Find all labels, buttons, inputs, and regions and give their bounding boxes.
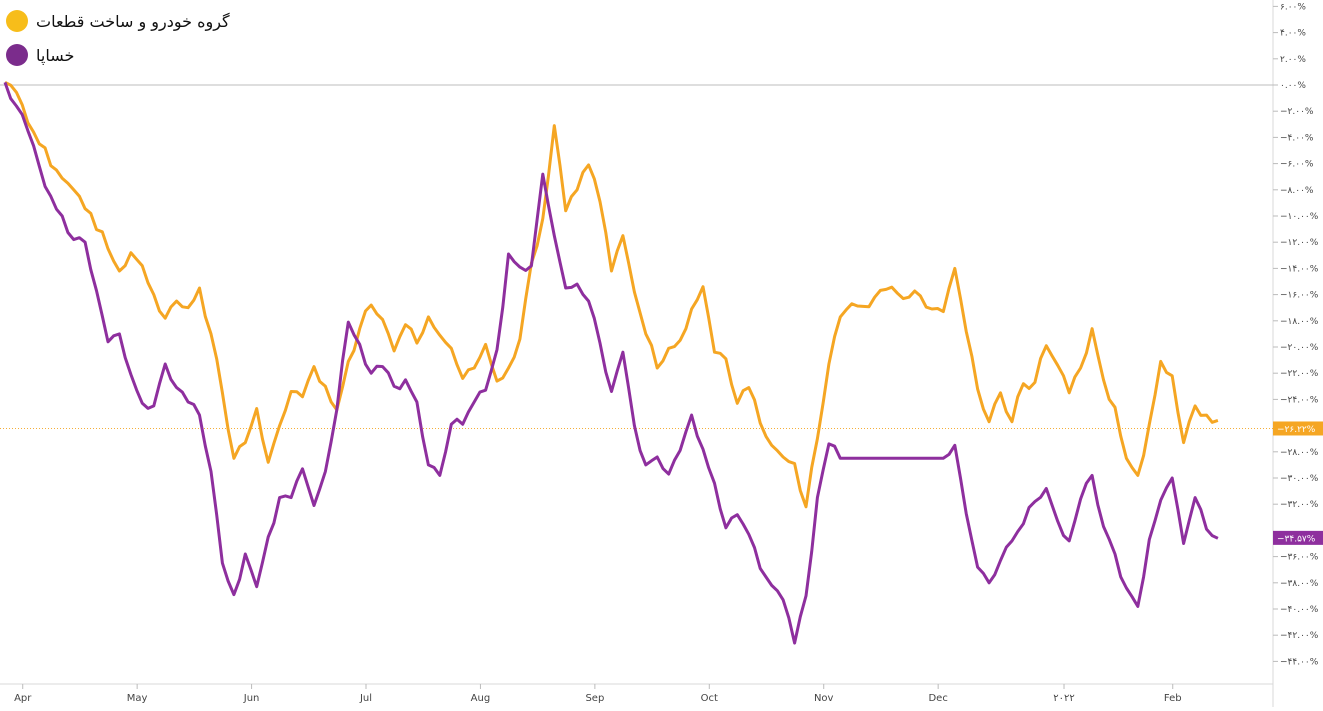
last-value-label-2: −۳۴.۵۷% — [1277, 534, 1316, 544]
legend-label-group: گروه خودرو و ساخت قطعات — [36, 11, 230, 31]
x-tick-label: Oct — [701, 693, 718, 704]
x-tick-label: Nov — [814, 693, 834, 704]
legend-item-group[interactable]: گروه خودرو و ساخت قطعات — [6, 4, 230, 38]
x-tick-label: ۲۰۲۲ — [1053, 693, 1074, 704]
x-tick-label: Apr — [14, 693, 32, 704]
y-tick-label: −۴۴.۰۰% — [1280, 657, 1319, 667]
y-tick-label: −۳۸.۰۰% — [1280, 579, 1319, 589]
x-tick-label: Sep — [585, 693, 604, 704]
y-tick-label: ۲.۰۰% — [1280, 55, 1306, 65]
y-tick-label: −۱۶.۰۰% — [1280, 291, 1319, 301]
last-value-tag-1 — [1273, 421, 1323, 436]
last-value-label-1: −۲۶.۲۲% — [1277, 425, 1316, 435]
y-tick-label: −۲۴.۰۰% — [1280, 395, 1319, 405]
y-tick-label: −۶.۰۰% — [1280, 160, 1314, 170]
y-tick-label: −۴.۰۰% — [1280, 133, 1314, 143]
series-line-1 — [4, 81, 1219, 509]
x-axis-ticks: Apr May Jun Jul Aug Sep Oct Nov Dec ۲۰۲۲ Feb — [14, 684, 1182, 704]
y-tick-label: −۴۲.۰۰% — [1280, 631, 1319, 641]
y-tick-label: −۳۰.۰۰% — [1280, 474, 1319, 484]
y-tick-label: −۱۰.۰۰% — [1280, 212, 1319, 222]
y-axis-ticks: ۶.۰۰% ۴.۰۰% ۲.۰۰% ۰.۰۰% −۲.۰۰% −۴.۰۰% −۶.۰۰% −۸… — [1273, 2, 1319, 667]
y-tick-label: ۴.۰۰% — [1280, 29, 1306, 39]
y-tick-label: −۲۲.۰۰% — [1280, 369, 1319, 379]
legend: گروه خودرو و ساخت قطعات خساپا — [6, 4, 230, 72]
y-tick-label: −۸.۰۰% — [1280, 186, 1314, 196]
y-tick-label: ۰.۰۰% — [1280, 81, 1306, 91]
legend-label-khsapa: خساپا — [36, 45, 75, 65]
last-value-tag-2 — [1273, 530, 1323, 545]
y-tick-label: −۲.۰۰% — [1280, 107, 1314, 117]
last-value-tags: −۲۶.۲۲% −۳۴.۵۷% — [1273, 421, 1323, 545]
legend-marker-group — [6, 10, 28, 32]
x-tick-label: Jul — [359, 693, 372, 704]
x-tick-label: Feb — [1164, 693, 1182, 704]
series-layer — [0, 81, 1273, 645]
series-line-2 — [3, 81, 1219, 645]
y-tick-label: −۱۲.۰۰% — [1280, 238, 1319, 248]
y-tick-label: −۲۸.۰۰% — [1280, 448, 1319, 458]
legend-item-khsapa[interactable]: خساپا — [6, 38, 230, 72]
y-tick-label: −۴۰.۰۰% — [1280, 605, 1319, 615]
x-tick-label: Dec — [928, 693, 947, 704]
y-tick-label: −۳۲.۰۰% — [1280, 500, 1319, 510]
y-tick-label: −۳۶.۰۰% — [1280, 553, 1319, 563]
y-tick-label: −۱۴.۰۰% — [1280, 264, 1319, 274]
y-tick-label: −۲۰.۰۰% — [1280, 343, 1319, 353]
legend-marker-khsapa — [6, 44, 28, 66]
y-tick-label: −۱۸.۰۰% — [1280, 317, 1319, 327]
x-tick-label: Jun — [243, 693, 260, 704]
x-tick-label: Aug — [471, 693, 491, 704]
y-tick-label: ۶.۰۰% — [1280, 2, 1306, 12]
x-tick-label: May — [127, 693, 148, 704]
